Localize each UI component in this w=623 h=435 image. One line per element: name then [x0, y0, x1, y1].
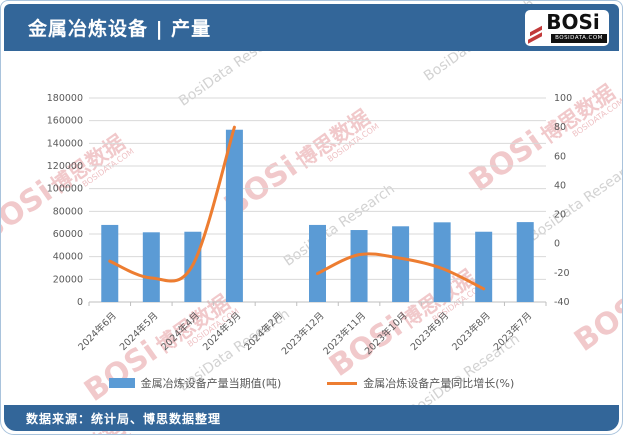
page-title: 金属冶炼设备 | 产量 [28, 18, 212, 40]
svg-text:120000: 120000 [47, 161, 83, 172]
logo-domain: BOSIDATA.COM [551, 33, 607, 43]
svg-text:0: 0 [77, 297, 83, 308]
legend-label: 金属冶炼设备产量当期值(吨) [140, 377, 282, 390]
svg-text:2024年6月: 2024年6月 [76, 310, 119, 353]
svg-text:20: 20 [554, 210, 566, 221]
bosi-logo: BOSi BOSIDATA.COM [525, 9, 609, 46]
svg-text:2024年2月: 2024年2月 [242, 310, 285, 353]
svg-text:-20: -20 [554, 268, 570, 279]
svg-text:0: 0 [554, 239, 560, 250]
legend-item-bar-series: 金属冶炼设备产量当期值(吨) [108, 375, 282, 391]
svg-text:2023年8月: 2023年8月 [450, 310, 493, 353]
svg-text:60000: 60000 [53, 229, 83, 240]
svg-text:100: 100 [554, 93, 572, 104]
legend-item-line-series: 金属冶炼设备产量同比增长(%) [327, 375, 514, 391]
data-source-note: 数据来源：统计局、博思数据整理 [26, 411, 222, 426]
footer-bar: 数据来源：统计局、博思数据整理 [4, 405, 619, 431]
svg-text:-40: -40 [554, 297, 570, 308]
svg-text:2024年3月: 2024年3月 [200, 310, 243, 353]
svg-text:2023年11月: 2023年11月 [321, 310, 369, 358]
svg-text:140000: 140000 [47, 138, 83, 149]
header-bar: 金属冶炼设备 | 产量 BOSi BOSIDATA.COM [4, 4, 619, 51]
svg-text:2023年10月: 2023年10月 [362, 310, 410, 358]
line-series-swatch-icon [327, 381, 358, 385]
svg-text:40: 40 [554, 180, 566, 191]
svg-text:2024年4月: 2024年4月 [159, 310, 202, 353]
svg-text:2023年9月: 2023年9月 [408, 310, 451, 353]
combo-chart: 0 20000 40000 60000 80000 100000 120000 140000 1… [47, 93, 572, 358]
svg-text:40000: 40000 [53, 252, 83, 263]
svg-text:80000: 80000 [53, 206, 83, 217]
svg-text:2023年7月: 2023年7月 [491, 310, 534, 353]
svg-text:2023年12月: 2023年12月 [279, 310, 327, 358]
chart-legend: 金属冶炼设备产量当期值(吨) 金属冶炼设备产量同比增长(%) [1, 375, 622, 391]
logo-text: BOSi [546, 9, 600, 34]
svg-text:20000: 20000 [53, 274, 83, 285]
svg-text:60: 60 [554, 151, 566, 162]
bar-series-swatch-icon [108, 378, 135, 388]
svg-text:100000: 100000 [47, 184, 83, 195]
legend-label: 金属冶炼设备产量同比增长(%) [363, 377, 515, 390]
svg-text:180000: 180000 [47, 93, 83, 104]
svg-text:80: 80 [554, 122, 566, 133]
svg-text:2024年5月: 2024年5月 [117, 310, 160, 353]
svg-text:160000: 160000 [47, 116, 83, 127]
